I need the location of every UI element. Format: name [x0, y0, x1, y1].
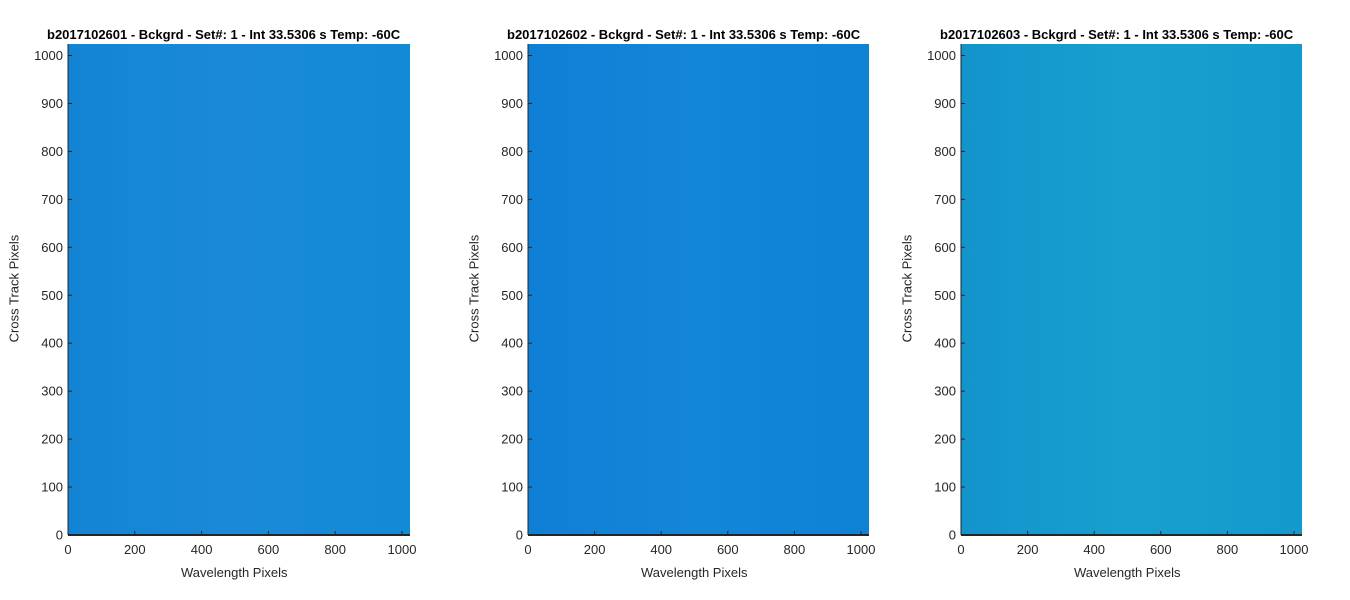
y-tick-label: 300: [934, 384, 956, 399]
y-tick-label: 200: [41, 432, 63, 447]
y-tick-label: 600: [501, 240, 523, 255]
x-tick-label: 1000: [388, 542, 417, 557]
y-tick-label: 800: [41, 144, 63, 159]
y-tick-label: 0: [949, 528, 956, 543]
x-tick-label: 200: [584, 542, 606, 557]
y-tick-label: 700: [501, 192, 523, 207]
y-tick-label: 400: [41, 336, 63, 351]
x-tick-label: 200: [1017, 542, 1039, 557]
y-tick-label: 0: [56, 528, 63, 543]
x-axis-label-3: Wavelength Pixels: [1074, 565, 1181, 580]
x-tick-label: 600: [717, 542, 739, 557]
y-tick-label: 100: [41, 480, 63, 495]
x-tick-label: 0: [524, 542, 531, 557]
y-tick-label: 1000: [927, 48, 956, 63]
y-tick-label: 1000: [494, 48, 523, 63]
y-tick-label: 900: [934, 96, 956, 111]
x-tick-label: 400: [191, 542, 213, 557]
x-tick-label: 400: [650, 542, 672, 557]
chart-title-3: b2017102603 - Bckgrd - Set#: 1 - Int 33.…: [940, 27, 1294, 42]
y-tick-label: 500: [501, 288, 523, 303]
y-tick-label: 700: [934, 192, 956, 207]
y-tick-label: 900: [41, 96, 63, 111]
x-tick-label: 1000: [1280, 542, 1309, 557]
x-axis-label-2: Wavelength Pixels: [641, 565, 748, 580]
y-tick-label: 600: [934, 240, 956, 255]
y-tick-label: 300: [501, 384, 523, 399]
y-tick-label: 800: [501, 144, 523, 159]
x-tick-label: 0: [64, 542, 71, 557]
x-tick-label: 800: [784, 542, 806, 557]
y-tick-label: 0: [516, 528, 523, 543]
y-tick-label: 800: [934, 144, 956, 159]
y-tick-label: 100: [934, 480, 956, 495]
y-tick-label: 200: [501, 432, 523, 447]
y-tick-label: 900: [501, 96, 523, 111]
y-tick-label: 300: [41, 384, 63, 399]
x-tick-label: 400: [1083, 542, 1105, 557]
y-tick-label: 700: [41, 192, 63, 207]
x-tick-label: 0: [957, 542, 964, 557]
x-tick-label: 800: [324, 542, 346, 557]
x-tick-label: 600: [1150, 542, 1172, 557]
x-tick-label: 1000: [847, 542, 876, 557]
x-tick-label: 200: [124, 542, 146, 557]
heatmap-image-3: [961, 44, 1302, 535]
x-axis-label-1: Wavelength Pixels: [181, 565, 288, 580]
x-tick-label: 800: [1217, 542, 1239, 557]
y-tick-label: 600: [41, 240, 63, 255]
y-tick-label: 400: [934, 336, 956, 351]
y-tick-label: 500: [934, 288, 956, 303]
heatmap-image-1: [68, 44, 410, 535]
y-tick-label: 500: [41, 288, 63, 303]
chart-title-2: b2017102602 - Bckgrd - Set#: 1 - Int 33.…: [507, 27, 861, 42]
y-tick-label: 400: [501, 336, 523, 351]
heatmap-image-2: [528, 44, 869, 535]
y-tick-label: 1000: [34, 48, 63, 63]
y-tick-label: 100: [501, 480, 523, 495]
x-tick-label: 600: [258, 542, 280, 557]
y-tick-label: 200: [934, 432, 956, 447]
chart-title-1: b2017102601 - Bckgrd - Set#: 1 - Int 33.…: [47, 27, 401, 42]
